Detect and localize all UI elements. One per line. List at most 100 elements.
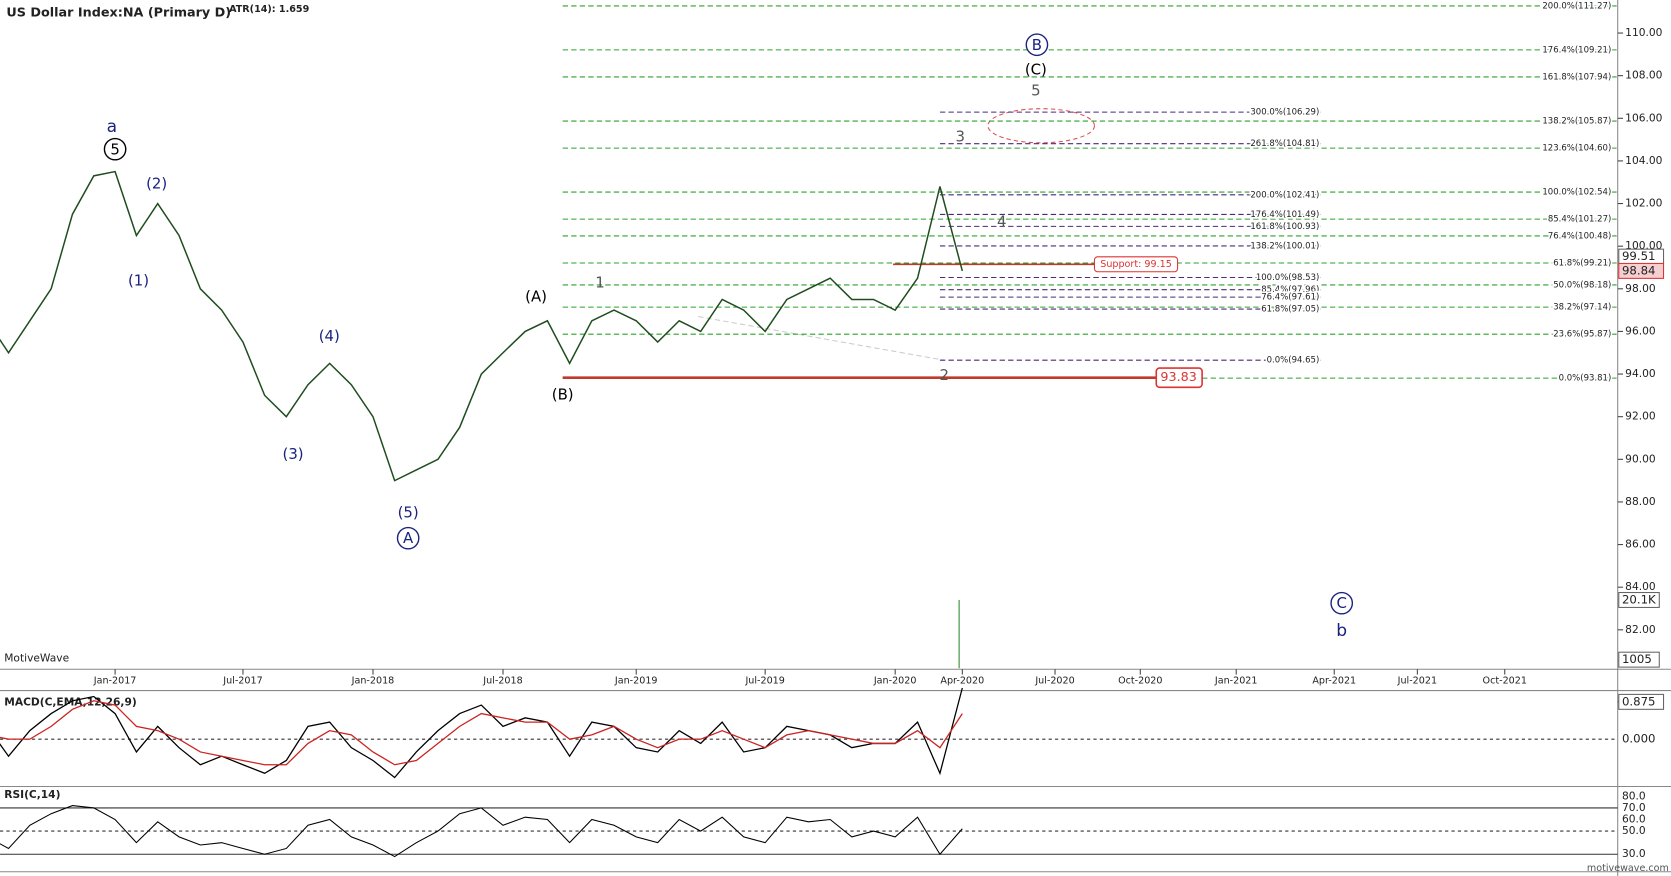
y-tick-label: 104.00 — [1625, 154, 1662, 167]
wave-label: A — [403, 529, 414, 547]
wave-label: (5) — [398, 504, 419, 522]
chart-title: US Dollar Index:NA (Primary D) — [6, 5, 231, 20]
fib-label: 300.0%(106.29) — [1250, 108, 1319, 118]
volume-tick-box — [1618, 591, 1660, 608]
x-tick-label: Apr-2020 — [940, 675, 984, 686]
support-box — [1093, 256, 1179, 273]
x-tick-label: Oct-2020 — [1118, 675, 1162, 686]
fib-label: 261.8%(104.81) — [1250, 139, 1319, 149]
y-tick-label: 0.000 — [1622, 732, 1656, 746]
fib-label: 176.4%(101.49) — [1250, 210, 1319, 220]
x-tick-label: Jul-2021 — [1397, 675, 1437, 686]
tick-box — [1618, 693, 1665, 710]
y-tick-label: 92.00 — [1625, 410, 1656, 423]
fib-label: 200.0%(102.41) — [1250, 190, 1319, 200]
volume-tick-label: 1005 — [1622, 652, 1652, 666]
trend-line — [697, 315, 945, 361]
last-price-label: 98.84 — [1622, 263, 1656, 277]
price-line — [0, 170, 964, 482]
fib-label: 76.4%(97.61) — [1261, 293, 1319, 303]
macd-line — [0, 700, 963, 766]
y-tick-label: 88.00 — [1625, 495, 1656, 508]
fib-label: 123.6%(104.60) — [1542, 144, 1611, 154]
fib-label: 200.0%(111.27) — [1542, 1, 1611, 11]
y-tick-label: 82.00 — [1625, 623, 1656, 636]
fib-label: 61.8%(97.05) — [1261, 305, 1319, 315]
y-tick-label: 96.00 — [1625, 324, 1656, 337]
x-tick-label: Jan-2021 — [1214, 675, 1258, 686]
wave-circle — [1330, 591, 1354, 615]
target-zone — [987, 108, 1095, 144]
rsi-title: RSI(C,14) — [4, 788, 60, 801]
wave-label: 3 — [955, 127, 964, 145]
x-tick-label: Jan-2017 — [93, 675, 137, 686]
rsi-line — [0, 805, 963, 858]
wave-label: 5 — [110, 140, 119, 158]
wave-circle — [396, 526, 420, 550]
y-tick-label: 110.00 — [1625, 26, 1662, 39]
x-tick-label: Jan-2018 — [351, 675, 395, 686]
fib-label: 176.4%(109.21) — [1542, 45, 1611, 55]
wave-label: a — [107, 117, 117, 137]
fib-label: 138.2%(100.01) — [1250, 241, 1319, 251]
last-price-label: 99.51 — [1622, 249, 1656, 263]
wave-label: (2) — [146, 174, 167, 192]
y-tick-label: 98.00 — [1625, 282, 1656, 295]
macd-line — [0, 687, 963, 779]
y-tick-label: 50.0 — [1622, 824, 1646, 837]
y-tick-label: 30.0 — [1622, 847, 1646, 860]
wave-label: (C) — [1025, 60, 1047, 78]
wave-label: (4) — [319, 327, 340, 345]
fib-label: 100.0%(102.54) — [1542, 188, 1611, 198]
wave-label: (B) — [552, 385, 574, 403]
y-tick-label: 108.00 — [1625, 69, 1662, 82]
y-tick-label: 90.00 — [1625, 452, 1656, 465]
fib-label: 50.0%(98.18) — [1553, 280, 1611, 290]
y-tick-label: 102.00 — [1625, 197, 1662, 210]
fib-label: 23.6%(95.87) — [1553, 330, 1611, 340]
wave-label: b — [1336, 621, 1347, 641]
y-tick-label: 60.0 — [1622, 812, 1646, 825]
wave-label: (A) — [525, 287, 547, 305]
x-tick-label: Jul-2018 — [482, 675, 522, 686]
x-tick-label: Jul-2017 — [222, 675, 262, 686]
wave-label: 2 — [939, 366, 948, 384]
y-tick-label: 84.00 — [1625, 580, 1656, 593]
x-tick-label: Jan-2020 — [873, 675, 917, 686]
fib-label: 0.0%(93.81) — [1559, 374, 1612, 384]
wave-circle — [103, 137, 127, 161]
x-tick-label: Jul-2019 — [744, 675, 784, 686]
fib-label: 161.8%(107.94) — [1542, 72, 1611, 82]
y-tick-label: 80.0 — [1622, 789, 1646, 802]
support-label: Support: 99.15 — [1100, 259, 1172, 270]
x-tick-label: Apr-2021 — [1312, 675, 1356, 686]
site-label: motivewave.com — [1587, 863, 1669, 874]
volume-tick-label: 20.1K — [1622, 592, 1656, 606]
y-tick-label: 86.00 — [1625, 538, 1656, 551]
wave-label: 5 — [1031, 82, 1040, 100]
low-label: 93.83 — [1160, 370, 1197, 385]
atr-label: ATR(14): 1.659 — [229, 4, 309, 15]
y-tick-label: 70.0 — [1622, 801, 1646, 814]
fib-label: 138.2%(105.87) — [1542, 117, 1611, 127]
fib-label: 85.4%(97.96) — [1261, 285, 1319, 295]
fib-label: 100.0%(98.53) — [1256, 273, 1320, 283]
y-tick-label: 0.875 — [1622, 694, 1656, 708]
low-box — [1155, 367, 1203, 389]
wave-label: (1) — [128, 271, 149, 289]
x-tick-label: Jan-2019 — [614, 675, 658, 686]
fib-label: 85.4%(101.27) — [1548, 215, 1612, 225]
fib-label: 38.2%(97.14) — [1553, 303, 1611, 313]
fib-label: 0.0%(94.65) — [1267, 356, 1320, 366]
watermark: MotiveWave — [4, 652, 69, 665]
fib-label: 61.8%(99.21) — [1553, 259, 1611, 269]
x-tick-label: Oct-2021 — [1483, 675, 1527, 686]
wave-label: 4 — [997, 213, 1006, 231]
wave-label: 1 — [595, 273, 604, 291]
x-tick-label: Jul-2020 — [1034, 675, 1074, 686]
fib-label: 161.8%(100.93) — [1250, 222, 1319, 232]
wave-label: C — [1336, 594, 1346, 612]
